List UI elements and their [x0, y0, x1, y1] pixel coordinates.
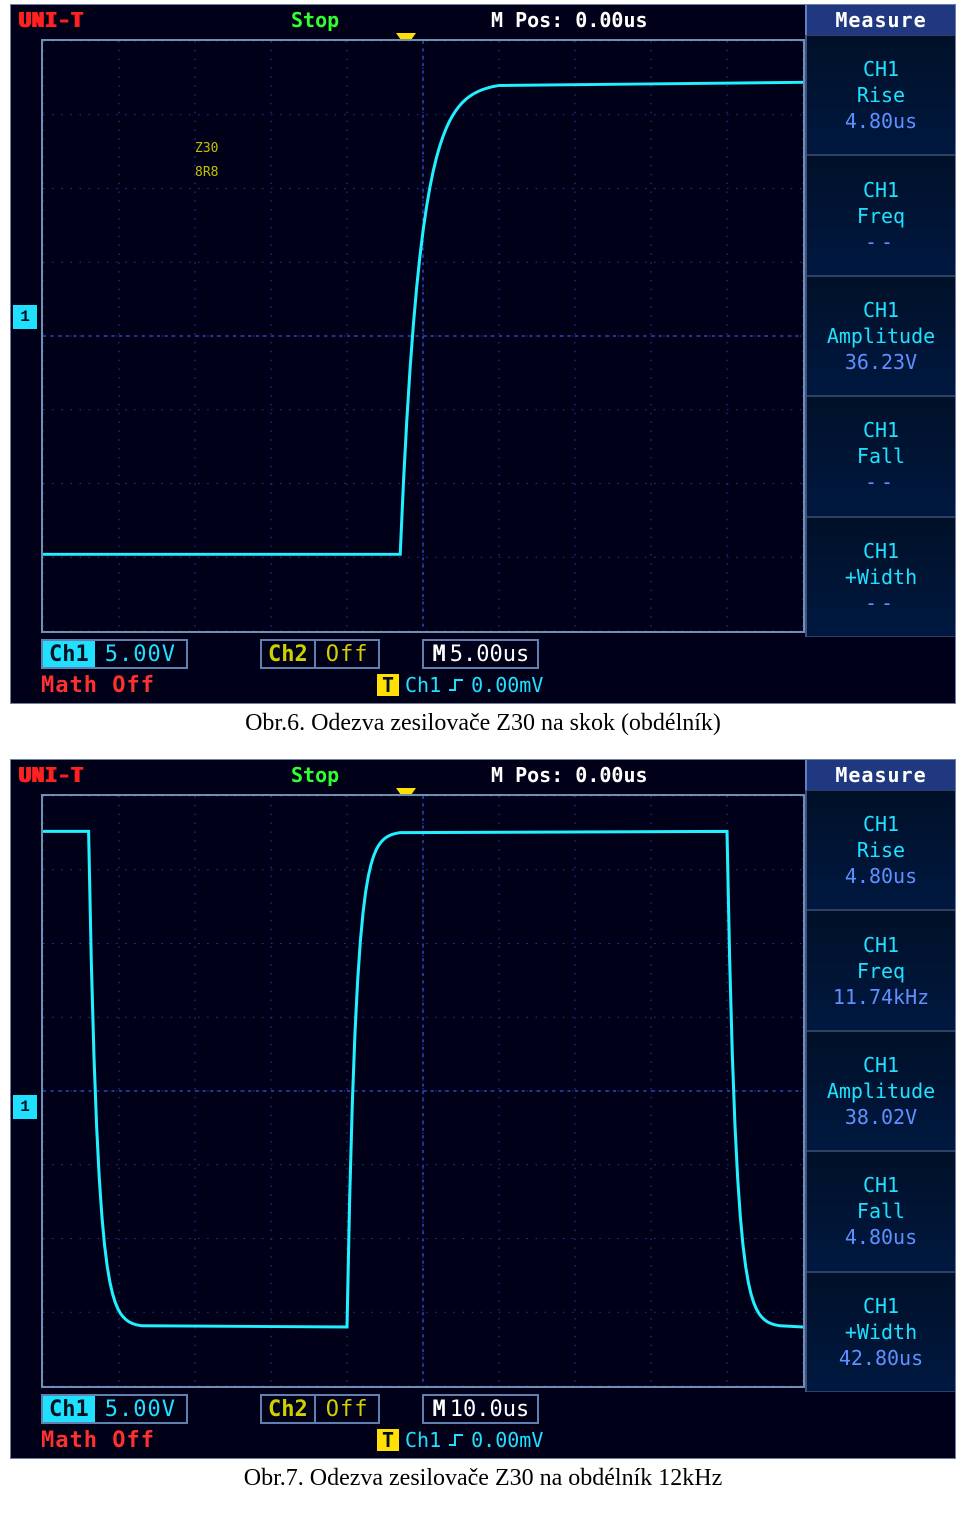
acquisition-status: Stop	[291, 8, 339, 32]
scope-topbar: UNI-T Stop M Pos: 0.00us Measure	[11, 760, 955, 790]
scope-topbar: UNI-T Stop M Pos: 0.00us Measure	[11, 5, 955, 35]
edge-rising-icon	[447, 676, 465, 694]
measure-cell[interactable]: CH1 Amplitude 38.02V	[807, 1031, 955, 1151]
measure-cell[interactable]: CH1 Fall 4.80us	[807, 1151, 955, 1271]
figure-caption: Obr.6. Odezva zesilovače Z30 na skok (ob…	[10, 710, 956, 737]
measure-value: --	[865, 591, 897, 615]
measure-cell[interactable]: CH1 +Width 42.80us	[807, 1272, 955, 1392]
measure-label: Rise	[857, 83, 905, 107]
measure-cell[interactable]: CH1 Fall --	[807, 396, 955, 516]
measure-cell[interactable]: CH1 Rise 4.80us	[807, 790, 955, 910]
measure-value: 4.80us	[845, 864, 917, 888]
math-status: Math Off	[41, 673, 155, 698]
oscilloscope-block: UNI-T Stop M Pos: 0.00us Measure1Z308R8C…	[10, 4, 956, 755]
sidebar-title: Measure	[805, 760, 955, 790]
measure-cell[interactable]: CH1 +Width --	[807, 517, 955, 637]
sidebar-title: Measure	[805, 5, 955, 35]
trigger-source: Ch1	[405, 673, 441, 697]
measure-label: Freq	[857, 959, 905, 983]
ch1-label: Ch1	[43, 1396, 95, 1422]
measure-label: Rise	[857, 838, 905, 862]
measure-cell[interactable]: CH1 Rise 4.80us	[807, 35, 955, 155]
timebase-icon: M	[432, 1397, 445, 1422]
measure-channel: CH1	[863, 812, 899, 836]
measure-channel: CH1	[863, 418, 899, 442]
ch2-scale-value: Off	[316, 642, 379, 667]
timebase-value: 10.0us	[450, 1397, 529, 1422]
measure-value: 42.80us	[839, 1346, 923, 1370]
timebase-box[interactable]: M 5.00us	[422, 639, 539, 669]
brand-logo: UNI-T	[11, 8, 84, 32]
scope-body: Z308R8CH1 Rise 4.80usCH1 Freq --CH1 Ampl…	[11, 35, 955, 637]
waveform-grid: Z30 8R8	[41, 39, 805, 633]
measure-sidebar: CH1 Rise 4.80usCH1 Freq 11.74kHzCH1 Ampl…	[805, 790, 955, 1392]
measure-channel: CH1	[863, 298, 899, 322]
oscilloscope-block: UNI-T Stop M Pos: 0.00us Measure1CH1 Ris…	[10, 759, 956, 1510]
trigger-info[interactable]: T Ch1 0.00mV	[377, 673, 543, 697]
ch2-label: Ch2	[262, 641, 316, 667]
oscilloscope-screen: UNI-T Stop M Pos: 0.00us Measure1Z308R8C…	[10, 4, 956, 704]
measure-cell[interactable]: CH1 Freq --	[807, 155, 955, 275]
brand-logo: UNI-T	[11, 763, 84, 787]
measure-sidebar: CH1 Rise 4.80usCH1 Freq --CH1 Amplitude …	[805, 35, 955, 637]
measure-value: 4.80us	[845, 1225, 917, 1249]
scope-bottombar: Ch1 5.00V Ch2 Off M 10.0us Math Off T Ch…	[11, 1392, 955, 1458]
measure-label: Amplitude	[827, 324, 935, 348]
measure-label: +Width	[845, 565, 917, 589]
measure-value: 38.02V	[845, 1105, 917, 1129]
figure-caption: Obr.7. Odezva zesilovače Z30 na obdélník…	[10, 1465, 956, 1492]
measure-channel: CH1	[863, 933, 899, 957]
trigger-level: 0.00mV	[471, 673, 543, 697]
measure-channel: CH1	[863, 539, 899, 563]
trigger-icon: T	[377, 1429, 399, 1451]
trigger-source: Ch1	[405, 1428, 441, 1452]
ch2-scale-box[interactable]: Ch2 Off	[260, 1394, 381, 1424]
measure-cell[interactable]: CH1 Freq 11.74kHz	[807, 910, 955, 1030]
trace-annotation: Z30	[195, 141, 218, 156]
trigger-icon: T	[377, 674, 399, 696]
ch1-scale-value: 5.00V	[95, 642, 186, 667]
trace-annotation: 8R8	[195, 165, 218, 180]
trigger-info[interactable]: T Ch1 0.00mV	[377, 1428, 543, 1452]
m-position: M Pos: 0.00us	[491, 8, 648, 32]
measure-value: 36.23V	[845, 350, 917, 374]
measure-label: +Width	[845, 1320, 917, 1344]
measure-label: Freq	[857, 204, 905, 228]
ch1-scale-box[interactable]: Ch1 5.00V	[41, 639, 188, 669]
scope-bottombar: Ch1 5.00V Ch2 Off M 5.00us Math Off T Ch…	[11, 637, 955, 703]
measure-channel: CH1	[863, 1053, 899, 1077]
ch2-scale-value: Off	[316, 1397, 379, 1422]
ch2-label: Ch2	[262, 1396, 316, 1422]
acquisition-status: Stop	[291, 763, 339, 787]
measure-label: Fall	[857, 444, 905, 468]
scope-body: CH1 Rise 4.80usCH1 Freq 11.74kHzCH1 Ampl…	[11, 790, 955, 1392]
ch1-scale-box[interactable]: Ch1 5.00V	[41, 1394, 188, 1424]
timebase-value: 5.00us	[450, 642, 529, 667]
math-status: Math Off	[41, 1428, 155, 1453]
measure-channel: CH1	[863, 1294, 899, 1318]
measure-value: 4.80us	[845, 109, 917, 133]
timebase-box[interactable]: M 10.0us	[422, 1394, 539, 1424]
measure-channel: CH1	[863, 178, 899, 202]
measure-value: --	[865, 470, 897, 494]
edge-rising-icon	[447, 1431, 465, 1449]
measure-channel: CH1	[863, 1173, 899, 1197]
m-position: M Pos: 0.00us	[491, 763, 648, 787]
measure-label: Fall	[857, 1199, 905, 1223]
oscilloscope-screen: UNI-T Stop M Pos: 0.00us Measure1CH1 Ris…	[10, 759, 956, 1459]
ch1-scale-value: 5.00V	[95, 1397, 186, 1422]
ch2-scale-box[interactable]: Ch2 Off	[260, 639, 381, 669]
ch1-label: Ch1	[43, 641, 95, 667]
trigger-level: 0.00mV	[471, 1428, 543, 1452]
measure-channel: CH1	[863, 57, 899, 81]
timebase-icon: M	[432, 642, 445, 667]
measure-value: 11.74kHz	[833, 985, 929, 1009]
waveform-grid	[41, 794, 805, 1388]
measure-value: --	[865, 230, 897, 254]
measure-label: Amplitude	[827, 1079, 935, 1103]
measure-cell[interactable]: CH1 Amplitude 36.23V	[807, 276, 955, 396]
